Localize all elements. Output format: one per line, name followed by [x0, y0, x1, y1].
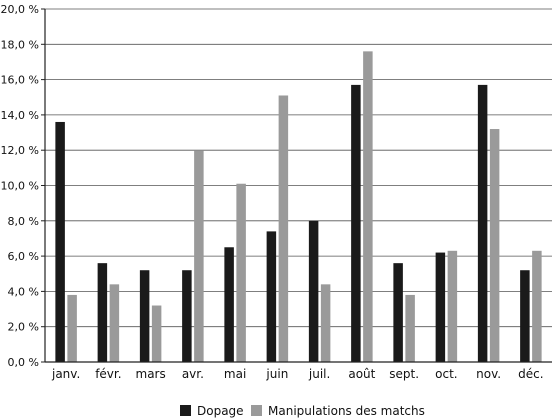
bar-dopage — [266, 231, 277, 362]
y-tick-label: 4,0 % — [8, 285, 39, 298]
x-tick-label: déc. — [518, 367, 543, 381]
legend-swatch-manipulations — [251, 405, 262, 416]
bar-manipulations — [532, 250, 542, 362]
bar-manipulations — [236, 183, 246, 362]
x-tick-label: août — [348, 367, 375, 381]
bar-dopage — [477, 84, 488, 363]
x-tick-label: juil. — [308, 367, 330, 381]
bar-manipulations — [489, 129, 500, 362]
x-tick-label: mars — [136, 367, 166, 381]
x-tick-label: nov. — [476, 367, 501, 381]
x-tick-label: mai — [224, 367, 246, 381]
x-tick-label: janv. — [51, 367, 80, 381]
bar-dopage — [97, 263, 108, 362]
y-tick-label: 12,0 % — [1, 144, 39, 157]
y-axis: 0,0 % 2,0 % 4,0 % 6,0 % 8,0 % 10,0 % 12,0 % 14,… — [1, 3, 46, 369]
legend-swatch-dopage — [180, 405, 191, 416]
bar-manipulations — [447, 250, 458, 362]
bars — [55, 51, 542, 363]
y-tick-label: 0,0 % — [8, 356, 39, 369]
bar-dopage — [224, 247, 234, 362]
gridlines — [45, 8, 552, 328]
y-tick-label: 2,0 % — [8, 321, 39, 334]
bar-manipulations — [278, 95, 289, 363]
x-tick-label: sept. — [389, 367, 419, 381]
bar-manipulations — [405, 294, 415, 362]
legend: Dopage Manipulations des matchs — [180, 404, 425, 418]
bar-manipulations — [109, 284, 120, 362]
bar-dopage — [351, 84, 361, 363]
bar-dopage — [139, 270, 150, 362]
bar-dopage — [393, 263, 403, 362]
bar-dopage — [182, 270, 192, 362]
bar-manipulations — [363, 51, 373, 363]
y-tick-label: 6,0 % — [8, 250, 39, 263]
x-tick-label: avr. — [182, 367, 204, 381]
x-tick-label: juin — [265, 367, 288, 381]
bar-dopage — [55, 121, 65, 363]
bar-dopage — [520, 270, 530, 362]
bar-dopage — [308, 220, 319, 362]
x-tick-label: févr. — [95, 367, 121, 381]
bar-dopage — [435, 252, 446, 362]
legend-label-manipulations: Manipulations des matchs — [268, 404, 425, 418]
legend-label-dopage: Dopage — [197, 404, 244, 418]
y-tick-label: 10,0 % — [1, 180, 39, 193]
bar-manipulations — [151, 305, 162, 362]
x-axis: janv. févr. mars avr. mai juin juil. août sept. o… — [45, 361, 552, 381]
y-tick-label: 16,0 % — [1, 74, 39, 87]
bar-manipulations — [194, 150, 204, 362]
bar-manipulations — [320, 284, 331, 362]
y-tick-label: 14,0 % — [1, 109, 39, 122]
y-tick-label: 20,0 % — [1, 3, 39, 16]
x-tick-label: oct. — [435, 367, 457, 381]
y-tick-label: 18,0 % — [1, 38, 39, 51]
bar-manipulations — [67, 294, 77, 362]
y-tick-label: 8,0 % — [8, 215, 39, 228]
